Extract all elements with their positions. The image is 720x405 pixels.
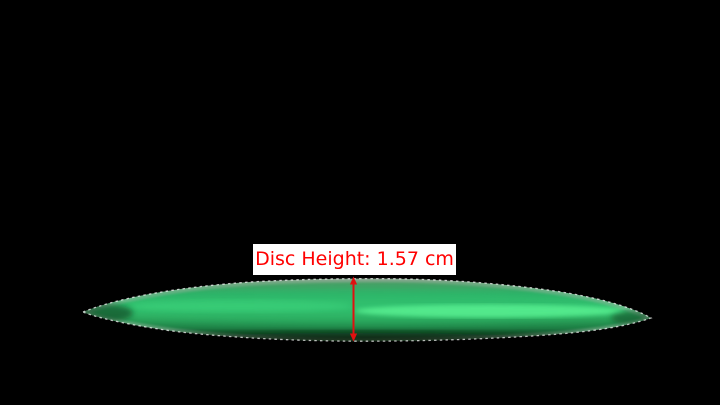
disc-highlight-streak [355, 304, 625, 318]
height-annotation-text: Disc Height: 1.57 cm [255, 248, 454, 270]
disc-right-tip-shadow [611, 311, 651, 325]
disc-illustration [81, 277, 653, 342]
height-arrow [349, 276, 358, 342]
height-annotation-label: Disc Height: 1.57 cm [253, 244, 456, 275]
disc-edge-stipple [81, 277, 653, 342]
arrowhead-up [349, 276, 358, 285]
disc-highlight-streak-left [130, 300, 350, 312]
disc-bottom-shadow [83, 333, 651, 342]
arrowhead-down [349, 333, 358, 342]
